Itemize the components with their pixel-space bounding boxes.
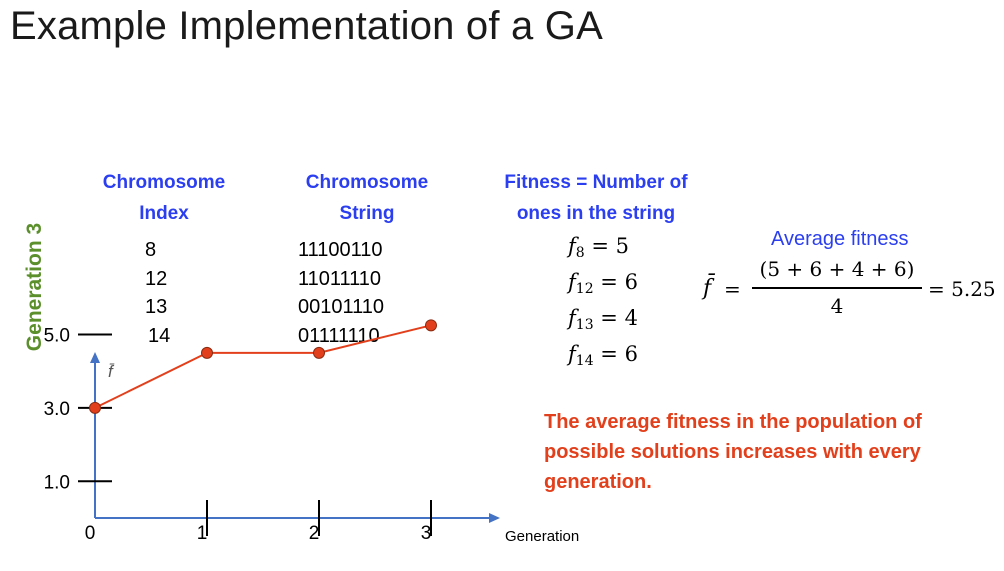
fitness-data-point (201, 346, 213, 359)
fitness-value: f8 = 5 (568, 232, 638, 268)
string-cell: 00101110 (298, 296, 385, 318)
fitness-number: = 5 (591, 234, 630, 258)
index-header-line-2: Index (139, 203, 189, 224)
fitness-number: = 6 (600, 342, 638, 366)
slide-title: Example Implementation of a GA (10, 4, 603, 48)
fitness-number: = 4 (600, 306, 638, 330)
y-axis-arrowhead (90, 352, 100, 363)
index-cell: 14 (148, 324, 171, 347)
fitness-symbol: f (568, 306, 576, 330)
fitness-column: f8 = 5 f12 = 6 f13 = 4 f14 = 6 (568, 232, 638, 376)
string-cell: 01111110 (298, 324, 380, 347)
y-tick-label: 1.0 (44, 472, 70, 493)
fitness-symbol: f (568, 270, 576, 294)
y-axis-label: f̄ (108, 362, 115, 381)
fitness-value: f13 = 4 (568, 304, 638, 340)
x-axis-arrowhead (489, 513, 500, 523)
index-cell: 13 (145, 296, 168, 318)
average-result: = 5.25 (928, 277, 996, 301)
string-column: 11100110 11011110 00101110 01111110 (298, 236, 384, 350)
average-fitness-symbol: f̄ (703, 276, 712, 301)
chart-layer: 5.0 3.0 1.0 0 1 2 3 f̄ Generation (44, 319, 579, 545)
fitness-data-point (313, 346, 325, 359)
x-tick-label: 1 (197, 523, 208, 544)
index-cell: 12 (145, 267, 168, 290)
chromosome-index-header: Chromosome Index (74, 167, 254, 229)
x-tick-label: 0 (85, 523, 96, 544)
fitness-symbol: f (568, 234, 576, 258)
fitness-subscript: 14 (575, 353, 594, 369)
fitness-value: f12 = 6 (568, 268, 638, 304)
string-cell: 11100110 (298, 239, 383, 261)
average-numerator: (5 + 6 + 4 + 6) (759, 257, 915, 281)
fitness-subscript: 8 (575, 245, 585, 261)
x-tick-label: 3 (421, 523, 432, 544)
fraction-bar (752, 287, 922, 289)
fitness-header: Fitness = Number of ones in the string (476, 167, 716, 229)
average-denominator: 4 (830, 294, 844, 318)
conclusion-text: The average fitness in the population of… (544, 411, 922, 493)
string-header-line-1: Chromosome (305, 172, 429, 193)
index-header-line-1: Chromosome (102, 172, 226, 193)
string-cell: 11011110 (298, 267, 382, 290)
x-tick-label: 2 (309, 523, 320, 544)
fitness-header-line-1: Fitness = Number of (504, 172, 688, 193)
index-cell: 8 (145, 239, 157, 261)
fitness-subscript: 13 (575, 317, 594, 333)
index-column: 8 12 13 14 (145, 236, 170, 350)
x-axis-label: Generation (505, 528, 579, 545)
fitness-number: = 6 (600, 270, 638, 294)
average-equals-sign: = (724, 277, 741, 301)
average-fitness-label: Average fitness (771, 228, 909, 250)
fitness-data-point (89, 401, 101, 414)
y-tick-label: 5.0 (44, 326, 70, 347)
fitness-header-line-2: ones in the string (516, 203, 676, 224)
fitness-subscript: 12 (575, 281, 594, 297)
fitness-data-point (425, 319, 437, 332)
chromosome-string-header: Chromosome String (277, 167, 457, 229)
fitness-series-line (94, 324, 432, 409)
fitness-symbol: f (568, 342, 576, 366)
fitness-value: f14 = 6 (568, 340, 638, 376)
string-header-line-2: String (339, 203, 395, 224)
y-tick-label: 3.0 (44, 399, 70, 420)
